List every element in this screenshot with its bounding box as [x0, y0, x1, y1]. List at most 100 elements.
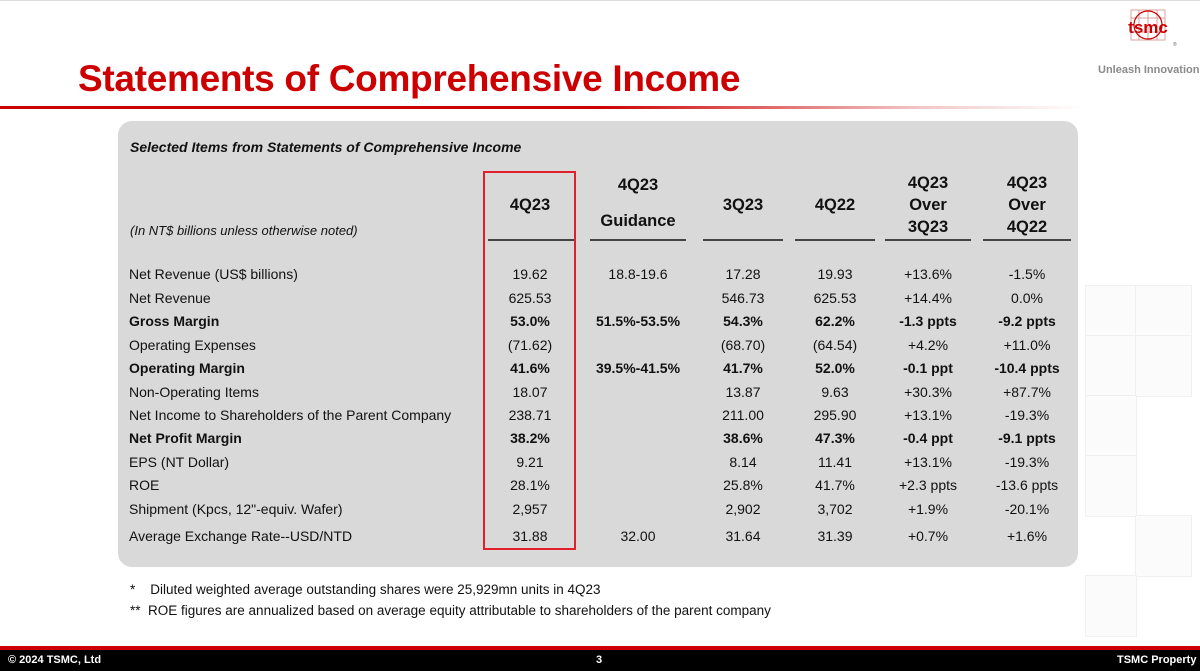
table-cell: 62.2% [815, 313, 855, 329]
table-cell: 11.41 [818, 454, 852, 470]
row-label: Shipment (Kpcs, 12"-equiv. Wafer) [129, 501, 343, 517]
table-cell: 47.3% [815, 430, 855, 446]
table-cell: 18.8-19.6 [608, 266, 668, 282]
copyright-text: © 2024 TSMC, Ltd [8, 654, 102, 666]
table-cell: 17.28 [725, 266, 761, 282]
table-cell: +1.9% [907, 501, 949, 517]
header-underline [703, 239, 783, 241]
table-cell: 0.0% [1011, 290, 1043, 306]
table-cell: 19.62 [512, 266, 548, 282]
table-cell: 25.8% [723, 477, 763, 493]
table-cell: +87.7% [1003, 384, 1051, 400]
table-cell: 52.0% [815, 360, 855, 376]
row-label: Net Revenue (US$ billions) [129, 266, 298, 282]
table-cell: 13.87 [725, 384, 761, 400]
unit-note: (In NT$ billions unless otherwise noted) [130, 223, 358, 238]
table-cell: -0.4 ppt [903, 430, 953, 446]
table-cell: 53.0% [510, 313, 550, 329]
table-cell: +2.3 ppts [899, 477, 957, 493]
table-row: Net Income to Shareholders of the Parent… [0, 404, 1200, 426]
table-row: ROE 28.1% 25.8% 41.7% +2.3 ppts -13.6 ppts [0, 474, 1200, 496]
table-row: Operating Margin 41.6% 39.5%-41.5% 41.7% 52.… [0, 357, 1200, 379]
header-underline [590, 239, 686, 241]
background-decoration [1135, 515, 1192, 577]
table-cell: 38.2% [510, 430, 550, 446]
header-underline [488, 239, 574, 241]
tsmc-logo: tsmc ® [1128, 9, 1177, 48]
table-cell: -1.5% [1008, 266, 1046, 282]
table-cell: 39.5%-41.5% [595, 360, 681, 376]
background-decoration [1085, 575, 1137, 637]
table-cell: +0.7% [907, 528, 949, 544]
table-row: Non-Operating Items 18.07 13.87 9.63 +30.3% +… [0, 381, 1200, 403]
table-cell: 546.73 [721, 290, 765, 306]
table-cell: -20.1% [1004, 501, 1050, 517]
table-row: Average Exchange Rate--USD/NTD 31.88 32.00… [0, 525, 1200, 547]
table-cell: 2,957 [512, 501, 548, 517]
column-header-guidance: 4Q23 Guidance [600, 176, 676, 230]
title-underline [0, 106, 1085, 109]
table-cell: -13.6 ppts [995, 477, 1059, 493]
table-cell: 295.90 [813, 407, 857, 423]
table-cell: 238.71 [508, 407, 552, 423]
table-row: Gross Margin 53.0% 51.5%-53.5% 54.3% 62.2% -1… [0, 310, 1200, 332]
table-cell: 9.21 [516, 454, 544, 470]
background-decoration [1085, 395, 1137, 457]
table-cell: 31.64 [725, 528, 761, 544]
table-row: Net Revenue 625.53 546.73 625.53 +14.4% 0.0% [0, 287, 1200, 309]
row-label: Gross Margin [129, 313, 220, 329]
table-panel [118, 121, 1078, 567]
table-cell: 211.00 [722, 407, 764, 423]
row-label: Net Profit Margin [129, 430, 242, 446]
row-label: Operating Margin [129, 360, 245, 376]
table-cell: -0.1 ppt [903, 360, 953, 376]
table-cell: 28.1% [510, 477, 550, 493]
footer-bar: © 2024 TSMC, Ltd 3 TSMC Property [0, 650, 1200, 671]
table-cell: -9.1 ppts [998, 430, 1056, 446]
table-cell: 31.39 [817, 528, 853, 544]
table-cell: +13.1% [904, 454, 952, 470]
table-cell: 2,902 [725, 501, 761, 517]
column-header-yoy: 4Q23 Over 4Q22 [1006, 174, 1048, 236]
footer-property-text: TSMC Property [1117, 654, 1197, 666]
table-cell: +14.4% [904, 290, 952, 306]
current-quarter-highlight [483, 171, 576, 550]
table-cell: +13.6% [904, 266, 952, 282]
table-cell: -10.4 ppts [994, 360, 1060, 376]
table-cell: +4.2% [907, 337, 949, 353]
table-cell: 41.6% [510, 360, 550, 376]
row-label: Net Income to Shareholders of the Parent… [129, 407, 452, 423]
background-decoration [1135, 335, 1192, 397]
table-cell: 41.7% [723, 360, 763, 376]
table-cell: +13.1% [904, 407, 952, 423]
row-label: Non-Operating Items [129, 384, 259, 400]
page-number: 3 [596, 654, 603, 666]
table-cell: 9.63 [821, 384, 849, 400]
table-cell: 41.7% [815, 477, 855, 493]
column-header-4q22: 4Q22 [814, 196, 856, 214]
table-cell: 18.07 [512, 384, 548, 400]
table-cell: -9.2 ppts [998, 313, 1056, 329]
page-title: Statements of Comprehensive Income [78, 58, 741, 99]
table-row: Net Revenue (US$ billions) 19.62 18.8-19.6… [0, 263, 1200, 285]
column-header-4q23: 4Q23 [509, 196, 551, 214]
column-header-qoq: 4Q23 Over 3Q23 [907, 174, 949, 236]
footnote-eps: * Diluted weighted average outstanding s… [130, 582, 601, 597]
table-cell: +11.0% [1003, 337, 1051, 353]
table-row: Operating Expenses (71.62) (68.70) (64.54) +… [0, 334, 1200, 356]
row-label: ROE [129, 477, 160, 493]
table-cell: -1.3 ppts [899, 313, 957, 329]
table-cell: +1.6% [1006, 528, 1048, 544]
table-cell: 54.3% [723, 313, 763, 329]
svg-text:®: ® [1173, 41, 1177, 48]
row-label: Operating Expenses [129, 337, 256, 353]
svg-text:tsmc: tsmc [1128, 18, 1168, 37]
table-cell: -19.3% [1004, 454, 1050, 470]
table-cell: 3,702 [817, 501, 853, 517]
table-cell: 51.5%-53.5% [595, 313, 681, 329]
logo-tagline: Unleash Innovation [1098, 64, 1200, 76]
row-label: Average Exchange Rate--USD/NTD [129, 528, 353, 544]
table-cell: 32.00 [620, 528, 656, 544]
header-underline [983, 239, 1071, 241]
table-row: Shipment (Kpcs, 12"-equiv. Wafer) 2,957 2,… [0, 498, 1200, 520]
